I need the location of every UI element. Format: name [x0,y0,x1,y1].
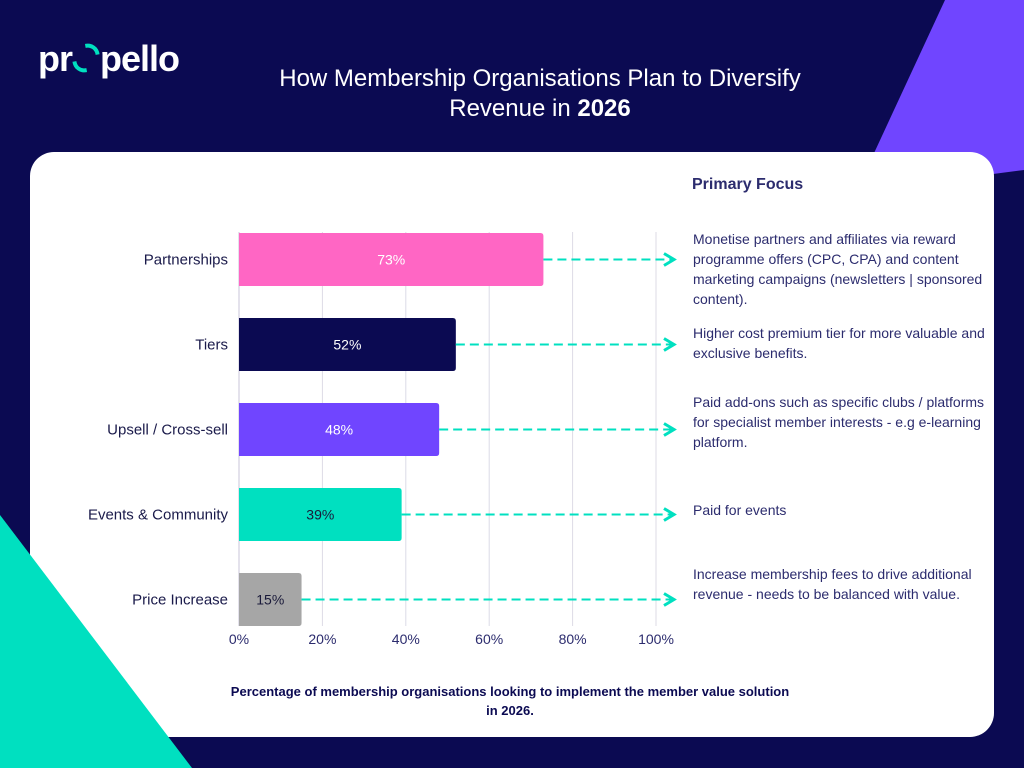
data-label: 73% [377,252,405,268]
focus-note-price: Increase membership fees to drive additi… [693,566,972,602]
data-label: 15% [256,592,284,608]
bar-3 [239,488,402,541]
x-axis-caption: Percentage of membership organisations l… [230,684,790,718]
data-label: 39% [306,507,334,523]
x-tick-label: 80% [559,631,587,647]
x-tick-label: 0% [229,631,249,647]
x-tick-label: 100% [638,631,674,647]
category-label: Events & Community [88,507,229,524]
bar-2 [239,403,440,456]
category-label: Partnerships [144,252,228,269]
propello-logo: pr pello [38,38,180,79]
primary-focus-heading: Primary Focus [692,176,804,193]
category-label: Upsell / Cross-sell [107,422,228,439]
purple-triangle [856,0,1024,192]
x-tick-label: 20% [308,631,336,647]
x-tick-label: 40% [392,631,420,647]
focus-note-partnerships: Monetise partners and affiliates via rew… [693,231,983,307]
bar-4 [239,573,302,626]
bar-1 [239,318,456,371]
data-label: 48% [325,422,353,438]
data-label: 52% [333,337,361,353]
focus-note-tiers: Higher cost premium tier for more valuab… [693,325,985,361]
chart-title: How Membership Organisations Plan to Div… [240,64,840,124]
focus-note-upsell: Paid add-ons such as specific clubs / pl… [693,394,985,450]
focus-note-events: Paid for events [693,502,787,518]
bar-0 [239,233,544,286]
category-label: Price Increase [132,592,228,609]
title-year: 2026 [577,95,631,122]
x-tick-label: 60% [475,631,503,647]
teal-triangle [0,515,192,768]
title-text: How Membership Organisations Plan to Div… [279,65,801,122]
category-label: Tiers [195,337,228,354]
